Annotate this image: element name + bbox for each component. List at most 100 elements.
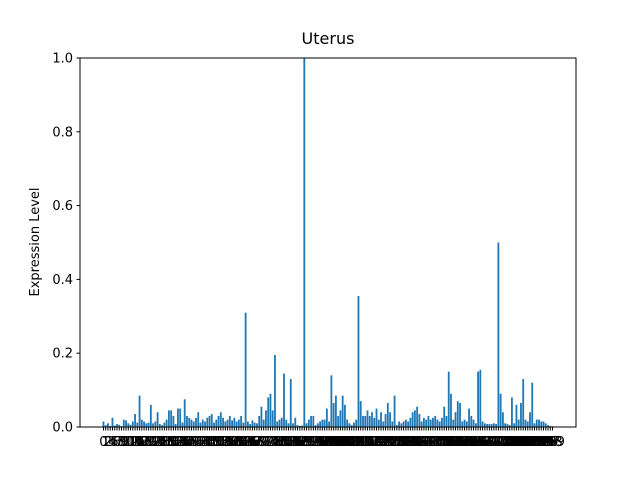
bar — [549, 425, 552, 427]
x-tick-label: 54 — [217, 435, 234, 450]
x-tick-label: 137 — [400, 435, 425, 450]
bar — [441, 417, 443, 427]
x-tick-label: 131 — [387, 435, 412, 450]
bar — [287, 423, 290, 427]
bar — [285, 419, 288, 427]
x-tick-label: 94 — [307, 435, 324, 450]
bar — [197, 412, 200, 427]
x-tick-label: 16 — [131, 435, 148, 450]
bar — [434, 415, 437, 427]
x-tick-label: 3 — [106, 435, 114, 450]
x-tick-label: 182 — [502, 435, 527, 450]
bar — [470, 415, 473, 427]
bar — [237, 419, 240, 427]
x-tick-label: 72 — [258, 435, 275, 450]
bar — [217, 415, 220, 427]
x-tick-label: 80 — [276, 435, 293, 450]
plot-frame — [79, 57, 577, 428]
bar — [362, 415, 364, 427]
bar — [508, 425, 511, 427]
x-tick-label: 130 — [384, 435, 409, 450]
x-tick-label: 140 — [407, 435, 432, 450]
x-tick-label: 97 — [314, 435, 331, 450]
x-tick-label: 50 — [208, 435, 225, 450]
bar — [294, 417, 297, 427]
x-tick-label: 41 — [188, 435, 205, 450]
x-tick-label: 12 — [122, 435, 139, 450]
bar — [438, 421, 441, 427]
bar — [432, 417, 434, 427]
x-tick-label: 8 — [117, 435, 125, 450]
bar — [179, 408, 182, 427]
bar — [465, 421, 468, 427]
bar — [483, 423, 486, 427]
bar — [145, 423, 148, 427]
x-tick-label: 193 — [527, 435, 552, 450]
bar — [511, 397, 513, 427]
x-tick-label: 17 — [134, 435, 151, 450]
x-tick-label: 86 — [289, 435, 306, 450]
x-tick-label: 177 — [490, 435, 515, 450]
bar — [479, 369, 482, 427]
x-tick-label: 34 — [172, 435, 189, 450]
bar — [461, 421, 464, 427]
bar — [400, 423, 403, 427]
x-tick-label: 1 — [102, 435, 110, 450]
x-tick-label: 171 — [477, 435, 502, 450]
x-tick-label: 185 — [509, 435, 534, 450]
x-tick-label: 35 — [174, 435, 191, 450]
bar — [535, 419, 538, 427]
bar — [305, 423, 308, 427]
bar — [366, 410, 369, 427]
bar — [147, 422, 150, 427]
bar — [520, 403, 522, 427]
x-tick-label: 49 — [206, 435, 223, 450]
bar — [138, 395, 141, 427]
bar — [488, 424, 491, 427]
x-tick-label: 126 — [375, 435, 400, 450]
bar — [183, 399, 186, 427]
bar — [213, 422, 215, 427]
y-tick-label: 0.8 — [52, 125, 73, 140]
bar — [310, 415, 312, 427]
x-tick-label: 85 — [287, 435, 304, 450]
x-tick-label: 176 — [488, 435, 513, 450]
bar — [298, 425, 301, 427]
x-tick-label: 96 — [312, 435, 329, 450]
bar — [224, 421, 227, 427]
bar — [547, 425, 549, 427]
bar — [161, 425, 164, 427]
x-tick-label: 146 — [421, 435, 446, 450]
x-tick-label: 184 — [506, 435, 531, 450]
x-tick-label: 5 — [111, 435, 119, 450]
x-tick-label: 14 — [127, 435, 144, 450]
bar — [429, 419, 432, 427]
bar — [477, 371, 479, 427]
bar — [190, 419, 193, 427]
x-tick-label: 142 — [412, 435, 437, 450]
x-tick-label: 190 — [520, 435, 545, 450]
x-tick-label: 141 — [409, 435, 434, 450]
x-tick-label: 192 — [524, 435, 549, 450]
x-tick-label: 42 — [190, 435, 207, 450]
x-tick-label: 88 — [294, 435, 311, 450]
bar — [420, 421, 423, 427]
bar — [411, 412, 414, 427]
x-tick-label: 166 — [466, 435, 491, 450]
x-tick-label: 59 — [228, 435, 245, 450]
bar — [529, 412, 531, 427]
x-tick-label: 6 — [113, 435, 121, 450]
x-tick-label: 30 — [163, 435, 180, 450]
x-tick-label: 128 — [380, 435, 405, 450]
bar — [233, 417, 236, 427]
bar — [181, 422, 184, 427]
x-tick-label: 187 — [513, 435, 538, 450]
x-tick-label: 157 — [445, 435, 470, 450]
bar — [199, 422, 202, 427]
y-axis-label: Expression Level — [28, 187, 43, 296]
bar — [246, 421, 249, 427]
x-tick-label: 31 — [165, 435, 182, 450]
bar — [256, 423, 258, 427]
x-tick-label: 191 — [522, 435, 547, 450]
x-tick-label: 69 — [251, 435, 268, 450]
